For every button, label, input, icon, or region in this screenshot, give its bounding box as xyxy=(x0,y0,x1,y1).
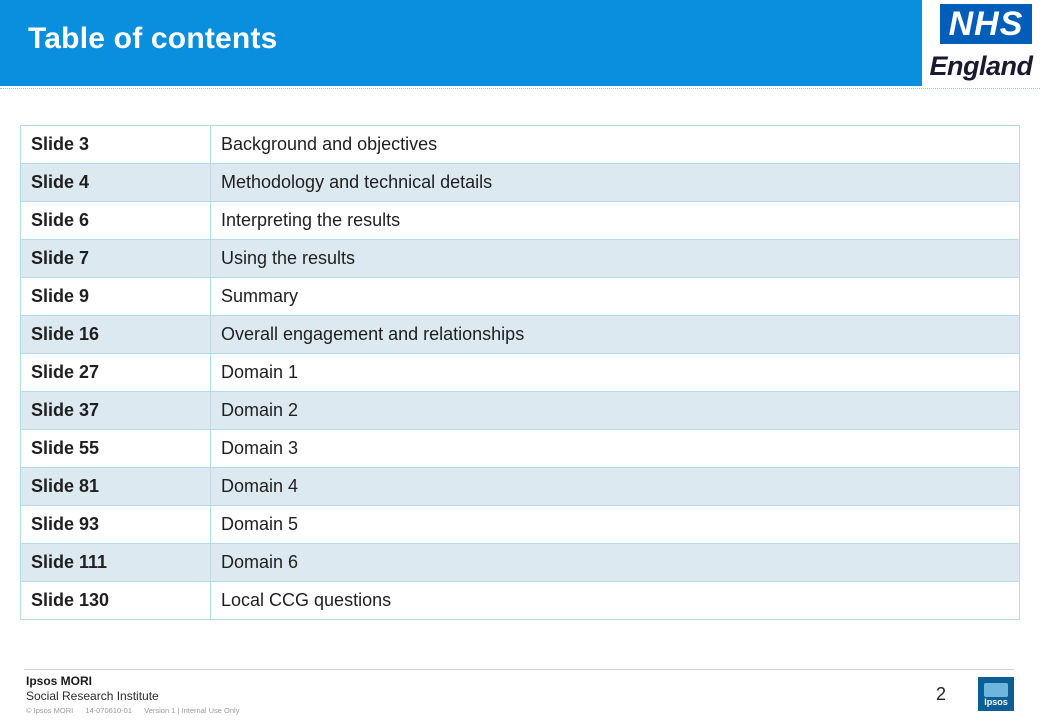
toc-topic: Interpreting the results xyxy=(210,201,1020,240)
toc-slide-number: Slide 130 xyxy=(20,581,211,620)
footer-job-number: 14-070610-01 xyxy=(85,706,133,715)
toc-topic: Summary xyxy=(210,277,1020,316)
toc-slide-number: Slide 93 xyxy=(20,505,211,544)
nhs-england-label: England xyxy=(929,51,1034,81)
footer-copyright: © Ipsos MORI xyxy=(26,706,74,715)
toc-topic: Domain 6 xyxy=(210,543,1020,582)
nhs-badge: NHS xyxy=(940,4,1032,44)
toc-slide-number: Slide 4 xyxy=(20,163,211,202)
toc-topic: Local CCG questions xyxy=(210,581,1020,620)
toc-row: Slide 4 Methodology and technical detail… xyxy=(20,163,1020,202)
toc-row: Slide 93 Domain 5 xyxy=(20,505,1020,544)
toc-slide-number: Slide 7 xyxy=(20,239,211,278)
toc-topic: Domain 1 xyxy=(210,353,1020,392)
toc-topic: Using the results xyxy=(210,239,1020,278)
toc-row: Slide 55 Domain 3 xyxy=(20,429,1020,468)
toc-row: Slide 7 Using the results xyxy=(20,239,1020,278)
page-title: Table of contents xyxy=(28,22,278,55)
toc-slide-number: Slide 55 xyxy=(20,429,211,468)
toc-slide-number: Slide 27 xyxy=(20,353,211,392)
toc-row: Slide 3 Background and objectives xyxy=(20,125,1020,164)
toc-slide-number: Slide 111 xyxy=(20,543,211,582)
toc-topic: Domain 4 xyxy=(210,467,1020,506)
footer-brand: Ipsos MORI xyxy=(26,674,93,688)
nhs-england-logo: NHS England xyxy=(926,2,1036,84)
footer-divider xyxy=(24,669,1014,670)
toc-row: Slide 81 Domain 4 xyxy=(20,467,1020,506)
toc-slide-number: Slide 81 xyxy=(20,467,211,506)
toc-row: Slide 111 Domain 6 xyxy=(20,543,1020,582)
toc-row: Slide 37 Domain 2 xyxy=(20,391,1020,430)
footer-legal: © Ipsos MORI 14-070610-01 Version 1 | In… xyxy=(26,706,249,715)
toc-slide-number: Slide 9 xyxy=(20,277,211,316)
header-band: Table of contents xyxy=(0,0,922,86)
toc-row: Slide 6 Interpreting the results xyxy=(20,201,1020,240)
ipsos-logo-mark xyxy=(984,683,1008,697)
toc-topic: Domain 3 xyxy=(210,429,1020,468)
page-number: 2 xyxy=(936,684,947,704)
ipsos-logo-text: Ipsos xyxy=(984,697,1008,707)
toc-topic: Background and objectives xyxy=(210,125,1020,164)
toc-row: Slide 16 Overall engagement and relation… xyxy=(20,315,1020,354)
toc-row: Slide 27 Domain 1 xyxy=(20,353,1020,392)
toc-row: Slide 9 Summary xyxy=(20,277,1020,316)
toc-slide-number: Slide 3 xyxy=(20,125,211,164)
ipsos-logo: Ipsos xyxy=(978,677,1014,711)
toc-row: Slide 130 Local CCG questions xyxy=(20,581,1020,620)
toc-topic: Domain 5 xyxy=(210,505,1020,544)
footer-version: Version 1 | Internal Use Only xyxy=(144,706,240,715)
toc-topic: Domain 2 xyxy=(210,391,1020,430)
toc-slide-number: Slide 6 xyxy=(20,201,211,240)
header-divider xyxy=(0,88,1040,89)
toc-topic: Overall engagement and relationships xyxy=(210,315,1020,354)
footer-subtitle: Social Research Institute xyxy=(26,689,159,703)
toc-topic: Methodology and technical details xyxy=(210,163,1020,202)
toc-slide-number: Slide 37 xyxy=(20,391,211,430)
table-of-contents: Slide 3 Background and objectives Slide … xyxy=(20,125,1020,620)
toc-slide-number: Slide 16 xyxy=(20,315,211,354)
